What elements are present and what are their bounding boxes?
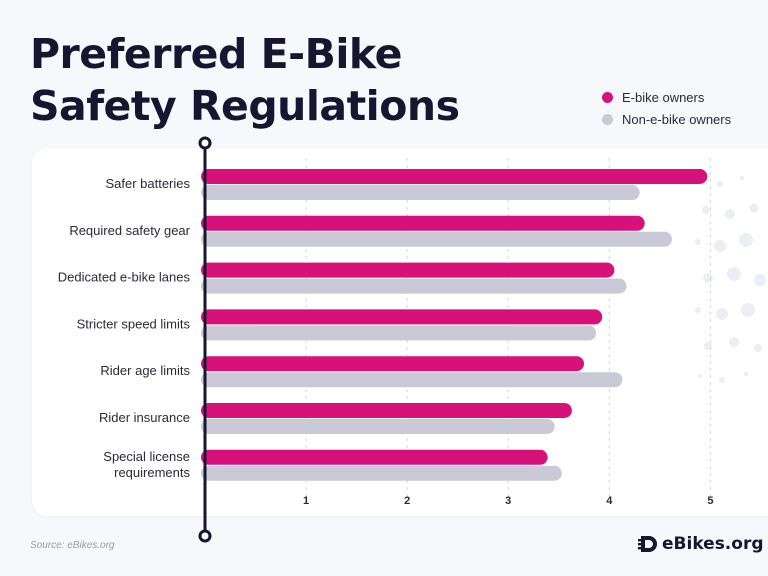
bar-ebike-owners (201, 309, 603, 325)
x-tick-label: 2 (404, 495, 410, 507)
bar-non-ebike-owners (201, 419, 555, 434)
legend-label-ebike-owners: E-bike owners (622, 89, 705, 105)
bar-non-ebike-owners (201, 465, 562, 481)
bar-ebike-owners (201, 356, 585, 372)
bar-non-ebike-owners (201, 231, 672, 247)
legend-item-non-ebike-owners: Non-e-bike owners (602, 108, 731, 130)
category-label: Special license (103, 449, 190, 464)
legend: E-bike owners Non-e-bike owners (602, 86, 731, 130)
category-label: Safer batteries (105, 176, 190, 191)
bar-non-ebike-owners (201, 372, 623, 388)
legend-swatch-ebike-owners (602, 91, 613, 103)
x-tick-label: 3 (505, 495, 511, 507)
x-tick-label: 5 (707, 495, 713, 507)
bar-ebike-owners (201, 403, 572, 418)
bar-non-ebike-owners (201, 185, 640, 200)
brand-logo[interactable]: eBikes.org (638, 534, 764, 554)
bar-non-ebike-owners (201, 278, 627, 294)
x-tick-label: 4 (606, 495, 613, 507)
legend-swatch-non-ebike-owners (602, 113, 613, 125)
bar-non-ebike-owners (201, 325, 597, 341)
bar-ebike-owners (201, 449, 548, 465)
legend-label-non-ebike-owners: Non-e-bike owners (622, 111, 732, 127)
bar-ebike-owners (201, 262, 615, 278)
decorative-dot-pattern (695, 175, 766, 383)
category-label: Stricter speed limits (77, 316, 191, 331)
bar-ebike-owners (201, 169, 708, 184)
axis-cap-bottom (198, 529, 212, 543)
category-label: Rider insurance (99, 410, 190, 425)
category-label: Required safety gear (69, 223, 190, 238)
legend-item-ebike-owners: E-bike owners (602, 86, 731, 108)
category-label: requirements (114, 465, 190, 480)
bar-ebike-owners (201, 215, 645, 231)
category-label: Dedicated e-bike lanes (58, 270, 191, 285)
x-tick-label: 1 (303, 495, 309, 507)
axis-cap-top (198, 136, 212, 150)
ebikes-logo-icon (638, 536, 657, 552)
category-label: Rider age limits (100, 363, 190, 378)
source-note: Source: eBikes.org (30, 540, 115, 551)
chart-title: Preferred E-Bike Safety Regulations (30, 30, 460, 130)
brand-name: eBikes.org (662, 534, 764, 554)
